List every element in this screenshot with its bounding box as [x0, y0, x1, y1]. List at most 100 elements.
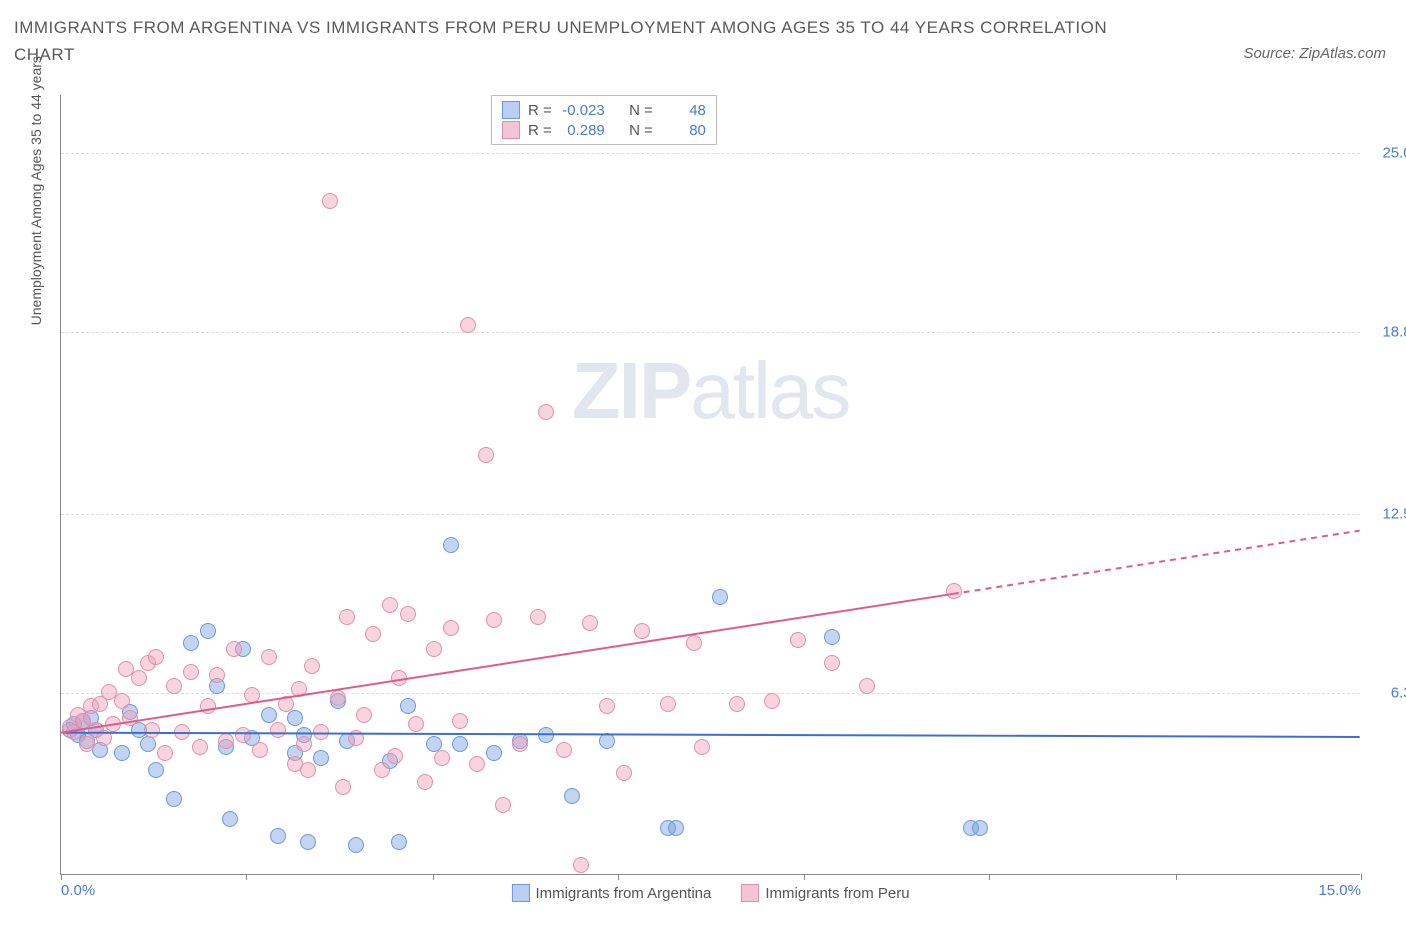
data-point — [144, 722, 160, 738]
data-point — [686, 635, 702, 651]
data-point — [140, 736, 156, 752]
data-point — [300, 834, 316, 850]
chart-title: IMMIGRANTS FROM ARGENTINA VS IMMIGRANTS … — [10, 10, 1110, 72]
data-point — [668, 820, 684, 836]
data-point — [218, 733, 234, 749]
data-point — [252, 742, 268, 758]
data-point — [417, 774, 433, 790]
stat-n-label: N = — [629, 102, 653, 119]
data-point — [174, 724, 190, 740]
data-point — [443, 537, 459, 553]
data-point — [434, 750, 450, 766]
data-point — [387, 748, 403, 764]
data-point — [564, 788, 580, 804]
data-point — [946, 583, 962, 599]
data-point — [166, 791, 182, 807]
data-point — [660, 696, 676, 712]
data-point — [469, 756, 485, 772]
plot-area: ZIPatlas R =-0.023 N =48R =0.289 N =80 I… — [60, 95, 1360, 875]
data-point — [356, 707, 372, 723]
x-tick — [989, 874, 990, 880]
watermark: ZIPatlas — [572, 345, 849, 437]
data-point — [261, 707, 277, 723]
data-point — [122, 710, 138, 726]
data-point — [330, 690, 346, 706]
data-point — [105, 716, 121, 732]
data-point — [183, 664, 199, 680]
data-point — [374, 762, 390, 778]
data-point — [859, 678, 875, 694]
data-point — [573, 857, 589, 873]
data-point — [131, 670, 147, 686]
stat-n-label: N = — [629, 122, 653, 139]
x-tick — [1176, 874, 1177, 880]
data-point — [300, 762, 316, 778]
data-point — [729, 696, 745, 712]
data-point — [391, 834, 407, 850]
data-point — [166, 678, 182, 694]
y-tick-label: 25.0% — [1365, 144, 1406, 161]
data-point — [348, 837, 364, 853]
stat-r-value: 0.289 — [560, 122, 605, 139]
x-tick — [433, 874, 434, 880]
data-point — [348, 730, 364, 746]
data-point — [452, 736, 468, 752]
data-point — [443, 620, 459, 636]
stat-r-label: R = — [528, 102, 552, 119]
data-point — [296, 736, 312, 752]
data-point — [599, 733, 615, 749]
data-point — [495, 797, 511, 813]
data-point — [408, 716, 424, 732]
series-legend: Immigrants from Argentina Immigrants from… — [511, 884, 909, 902]
data-point — [790, 632, 806, 648]
data-point — [244, 687, 260, 703]
stats-legend-box: R = -0.023 N = 48R = 0.289 N = 80 — [491, 95, 717, 145]
data-point — [400, 606, 416, 622]
data-point — [270, 828, 286, 844]
stat-n-value: 80 — [661, 122, 706, 139]
data-point — [365, 626, 381, 642]
data-point — [192, 739, 208, 755]
data-point — [486, 745, 502, 761]
data-point — [157, 745, 173, 761]
stat-r-value: -0.023 — [560, 102, 605, 119]
x-tick — [246, 874, 247, 880]
data-point — [339, 609, 355, 625]
data-point — [291, 681, 307, 697]
data-point — [538, 404, 554, 420]
data-point — [824, 655, 840, 671]
x-tick-label: 0.0% — [61, 882, 95, 899]
data-point — [313, 750, 329, 766]
data-point — [634, 623, 650, 639]
data-point — [486, 612, 502, 628]
trend-lines — [61, 95, 1360, 874]
data-point — [313, 724, 329, 740]
data-point — [530, 609, 546, 625]
data-point — [538, 727, 554, 743]
data-point — [222, 811, 238, 827]
data-point — [200, 623, 216, 639]
data-point — [582, 615, 598, 631]
data-point — [426, 641, 442, 657]
stats-row: R = -0.023 N = 48 — [502, 100, 706, 120]
y-tick-label: 12.5% — [1365, 505, 1406, 522]
gridline — [61, 514, 1360, 515]
legend-item: Immigrants from Peru — [741, 884, 909, 902]
y-tick-label: 18.8% — [1365, 323, 1406, 340]
legend-label: Immigrants from Argentina — [535, 885, 711, 902]
x-tick — [618, 874, 619, 880]
data-point — [460, 317, 476, 333]
data-point — [712, 589, 728, 605]
data-point — [824, 629, 840, 645]
data-point — [599, 698, 615, 714]
stats-row: R =0.289 N =80 — [502, 120, 706, 140]
data-point — [79, 736, 95, 752]
data-point — [616, 765, 632, 781]
data-point — [96, 730, 112, 746]
data-point — [183, 635, 199, 651]
y-axis-label: Unemployment Among Ages 35 to 44 years — [28, 56, 44, 325]
stat-n-value: 48 — [661, 102, 706, 119]
data-point — [226, 641, 242, 657]
data-point — [322, 193, 338, 209]
data-point — [261, 649, 277, 665]
